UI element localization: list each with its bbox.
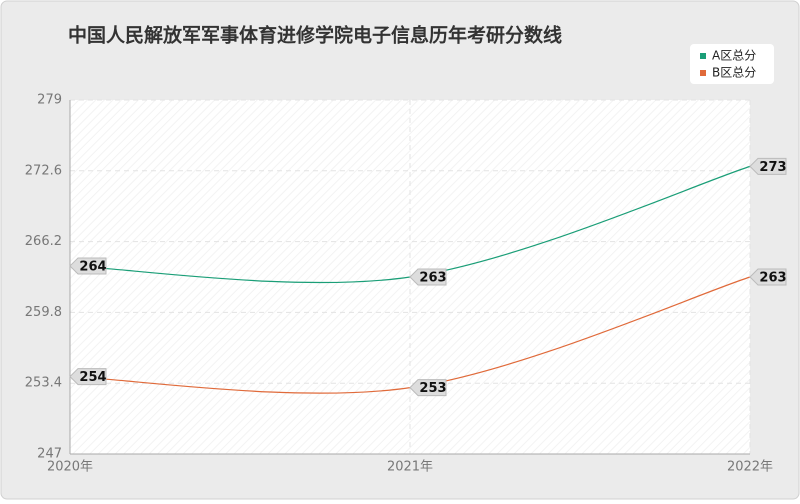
legend-label: A区总分 xyxy=(712,49,756,63)
y-tick-label: 253.4 xyxy=(25,376,62,391)
legend: A区总分 B区总分 xyxy=(690,44,774,84)
y-tick-label: 272.6 xyxy=(25,163,62,178)
value-label: 263 xyxy=(759,271,786,286)
x-tick-label: 2021年 xyxy=(387,460,433,475)
value-label: 263 xyxy=(419,271,446,286)
value-label: 273 xyxy=(759,160,786,175)
value-label: 264 xyxy=(79,259,106,274)
value-label-tag xyxy=(69,257,107,275)
value-label-tag xyxy=(69,368,107,386)
value-label: 254 xyxy=(79,370,106,385)
legend-label: B区总分 xyxy=(712,66,756,80)
y-tick-label: 259.8 xyxy=(25,305,62,320)
chart-title: 中国人民解放军军事体育进修学院电子信息历年考研分数线 xyxy=(68,24,562,47)
x-tick-label: 2020年 xyxy=(47,460,93,475)
y-tick-label: 279 xyxy=(37,93,62,108)
legend-marker xyxy=(700,70,706,76)
legend-box xyxy=(690,44,774,84)
x-tick-label: 2022年 xyxy=(727,460,773,475)
value-label-tag xyxy=(749,268,787,286)
value-label-tag xyxy=(409,379,447,397)
legend-marker xyxy=(700,53,706,59)
value-label: 253 xyxy=(419,381,446,396)
value-label-tag xyxy=(749,157,787,175)
value-label-tag xyxy=(409,268,447,286)
y-tick-label: 247 xyxy=(37,447,62,462)
y-tick-label: 266.2 xyxy=(25,234,62,249)
